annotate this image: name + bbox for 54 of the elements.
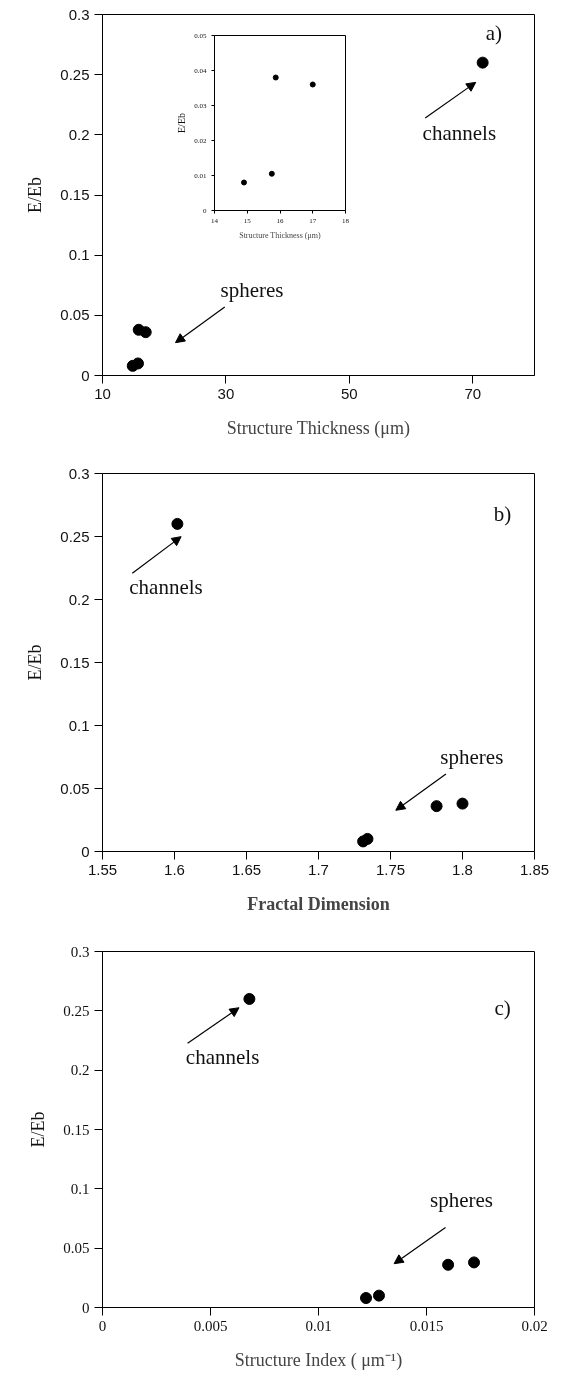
y-tick-label: 0.1 [70, 1180, 90, 1197]
x-tick-label: 70 [464, 384, 482, 402]
annotation: channels [185, 1044, 260, 1069]
annotation: b) [493, 501, 512, 526]
y-tick-label: 0.25 [63, 1002, 90, 1019]
y-axis-title: E/Eb [176, 113, 188, 133]
annotation: a) [485, 20, 503, 45]
y-tick-label: 0.2 [68, 590, 90, 608]
x-axis-title: Structure Thickness (μm) [226, 417, 410, 439]
y-tick-label: 0.2 [70, 1062, 90, 1079]
y-tick-label: 0.15 [63, 1121, 90, 1138]
x-tick-label: 1.7 [308, 860, 329, 878]
y-tick-label: 0.05 [63, 1240, 90, 1257]
annotation: channels [422, 120, 497, 145]
y-tick-label: 0.25 [60, 527, 90, 545]
x-tick-label: 0.01 [305, 1317, 332, 1334]
y-tick-label: 0.3 [70, 943, 90, 960]
annotation: channels [129, 574, 203, 599]
annotation: spheres [430, 1187, 493, 1212]
y-tick-label: 0 [81, 842, 90, 860]
x-tick-label: 1.85 [519, 860, 550, 878]
x-tick-label: 10 [94, 384, 111, 402]
annotation: spheres [220, 278, 284, 303]
y-tick-label: 0.15 [60, 186, 90, 203]
x-tick-label: 1.75 [375, 860, 406, 878]
y-tick-label: 0.3 [68, 5, 90, 23]
x-axis-title: Structure Thickness (μm) [239, 230, 321, 240]
y-tick-label: 0.3 [68, 464, 90, 482]
y-tick-label: 0.05 [60, 779, 90, 797]
x-tick-label: 30 [217, 384, 235, 402]
y-tick-label: 0 [82, 1299, 90, 1316]
y-tick-label: 0.1 [68, 246, 90, 264]
x-tick-label: 0.015 [409, 1317, 444, 1334]
x-tick-label: 1.55 [87, 860, 118, 878]
x-axis-title: Fractal Dimension [247, 893, 390, 914]
y-axis-title: E/Eb [28, 1111, 49, 1148]
x-tick-label: 1.8 [452, 860, 473, 878]
x-tick-label: 1.6 [164, 860, 185, 878]
y-axis-title: E/Eb [25, 177, 46, 213]
x-tick-label: 1.65 [231, 860, 262, 878]
y-tick-label: 0 [81, 366, 90, 384]
y-tick-label: 0.25 [60, 65, 90, 83]
x-tick-label: 0 [98, 1317, 107, 1334]
y-tick-label: 0.2 [68, 125, 90, 143]
y-tick-label: 0.15 [60, 653, 90, 671]
x-tick-label: 0.005 [193, 1317, 228, 1334]
x-tick-label: 50 [341, 384, 358, 402]
y-tick-label: 0.1 [68, 716, 90, 734]
x-axis-title: Structure Index ( μm⁻¹) [234, 1349, 403, 1371]
annotation: spheres [440, 744, 504, 769]
x-tick-label: 0.02 [521, 1317, 548, 1334]
y-axis-title: E/Eb [25, 644, 46, 681]
annotation: c) [494, 995, 511, 1020]
y-tick-label: 0.05 [60, 306, 90, 324]
